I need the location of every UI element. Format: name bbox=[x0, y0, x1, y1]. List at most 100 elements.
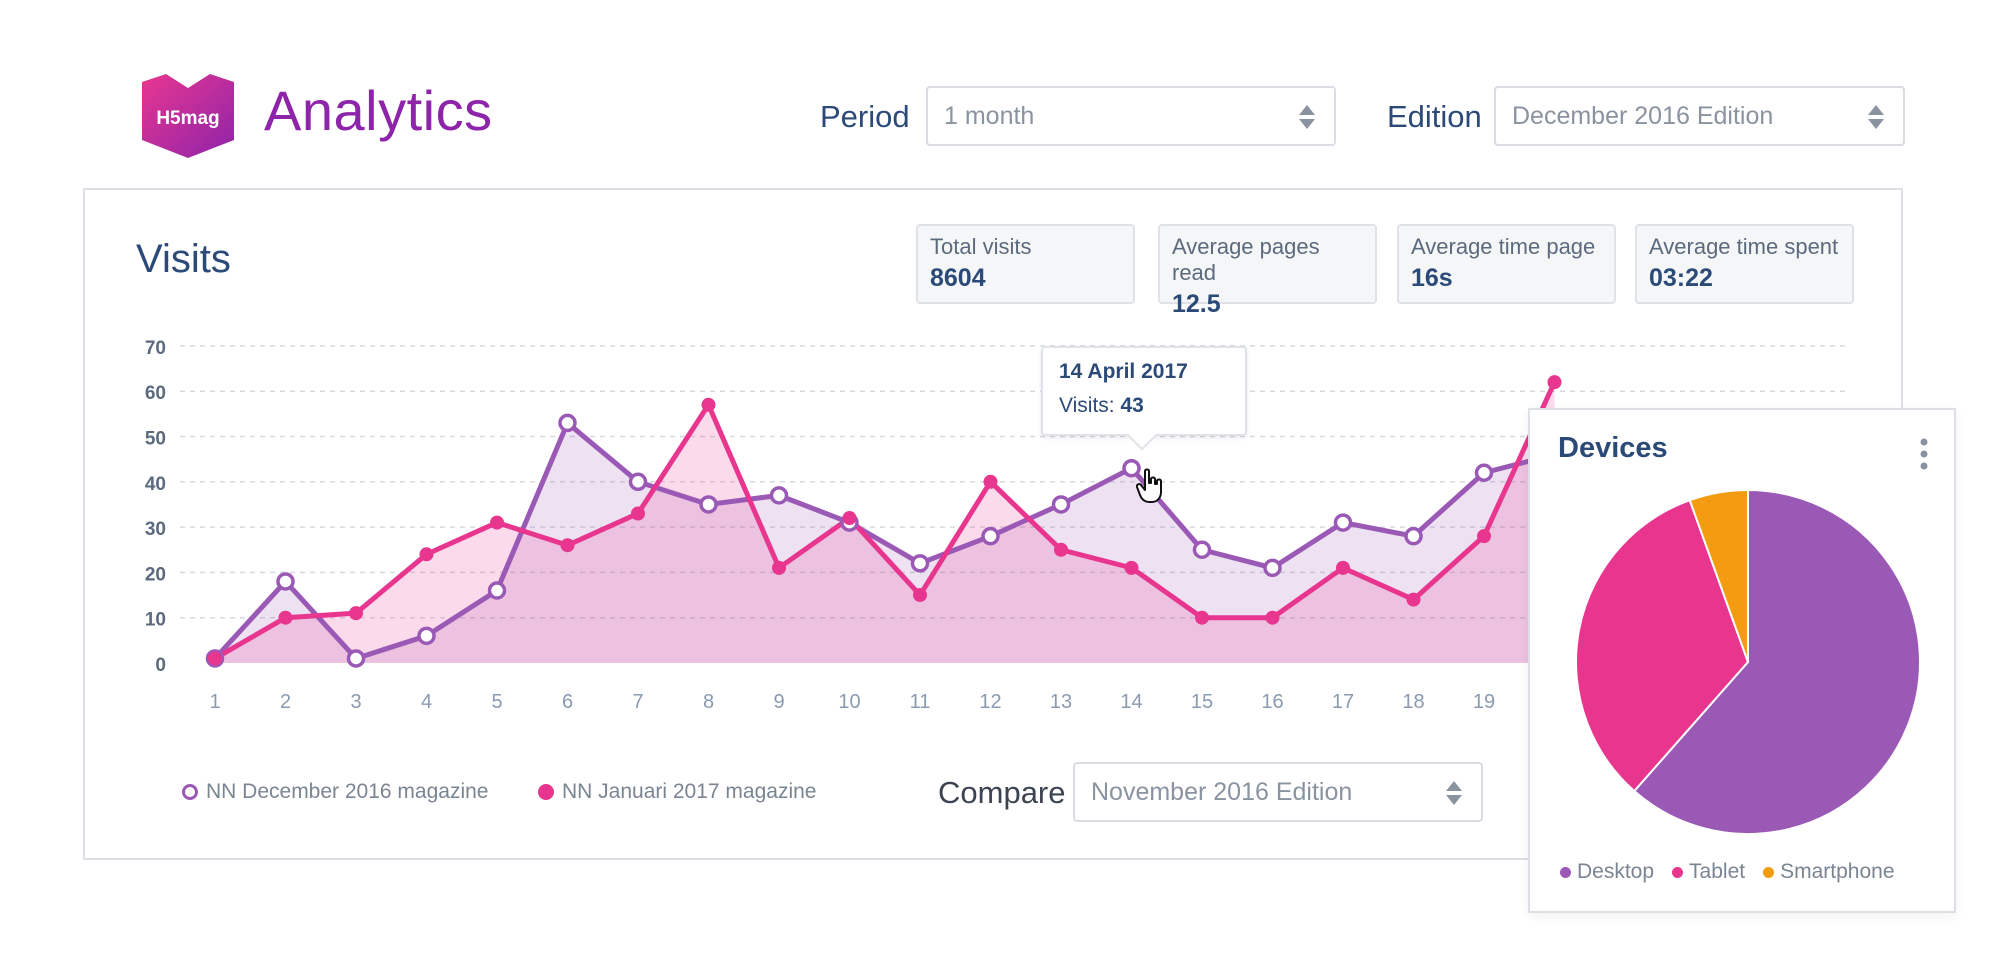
select-arrows-icon bbox=[1868, 105, 1884, 129]
x-tick-label: 19 bbox=[1473, 691, 1495, 713]
x-tick-label: 9 bbox=[773, 691, 784, 713]
legend-label: Smartphone bbox=[1780, 860, 1895, 883]
series-januari-line bbox=[213, 381, 1557, 661]
data-point bbox=[1054, 542, 1068, 557]
stat-value: 8604 bbox=[930, 264, 986, 292]
data-point bbox=[1122, 458, 1141, 478]
legend-series-december[interactable]: NN December 2016 magazine bbox=[182, 780, 488, 804]
more-options-icon[interactable] bbox=[1920, 438, 1928, 470]
legend-item-desktop[interactable]: Desktop bbox=[1560, 860, 1654, 884]
x-tick-label: 3 bbox=[350, 691, 361, 713]
stat-value: 03:22 bbox=[1649, 264, 1713, 292]
x-tick-label: 1 bbox=[209, 691, 220, 713]
series-december-line bbox=[213, 420, 1556, 661]
y-tick-label: 30 bbox=[145, 519, 166, 540]
stat-total-visits: Total visits 8604 bbox=[916, 224, 1135, 304]
data-point bbox=[349, 606, 363, 621]
devices-card: Devices Desktop Tablet Smartphone bbox=[1528, 408, 1956, 913]
data-point bbox=[278, 610, 293, 625]
data-point bbox=[631, 506, 645, 521]
tooltip-visits: Visits: 43 bbox=[1059, 394, 1229, 418]
tooltip-visits-value: 43 bbox=[1120, 394, 1144, 417]
compare-label: Compare bbox=[938, 775, 1066, 810]
data-point bbox=[558, 413, 577, 433]
data-point bbox=[1474, 463, 1494, 482]
select-arrows-icon bbox=[1299, 105, 1315, 129]
stat-average-time-page: Average time page 16s bbox=[1397, 224, 1616, 304]
tablet-swatch-icon bbox=[1672, 866, 1684, 878]
period-select[interactable]: 1 month bbox=[926, 86, 1336, 146]
devices-legend: Desktop Tablet Smartphone bbox=[1560, 860, 1895, 884]
x-tick-label: 8 bbox=[703, 691, 714, 713]
x-tick-label: 5 bbox=[491, 691, 502, 713]
y-tick-label: 70 bbox=[145, 338, 166, 359]
desktop-swatch-icon bbox=[1560, 866, 1571, 878]
data-point bbox=[1333, 513, 1353, 532]
x-tick-label: 12 bbox=[979, 691, 1001, 713]
y-tick-label: 60 bbox=[145, 383, 166, 404]
stat-label: Average time page bbox=[1411, 234, 1596, 259]
y-tick-label: 0 bbox=[155, 655, 166, 676]
y-tick-label: 40 bbox=[145, 474, 166, 495]
legend-series-januari[interactable]: NN Januari 2017 magazine bbox=[538, 780, 816, 804]
data-point bbox=[1265, 610, 1280, 625]
x-tick-label: 11 bbox=[910, 691, 931, 713]
select-arrows-icon bbox=[1446, 781, 1462, 805]
compare-value: November 2016 Edition bbox=[1091, 777, 1353, 806]
compare-select[interactable]: November 2016 Edition bbox=[1073, 762, 1483, 822]
legend-item-tablet[interactable]: Tablet bbox=[1672, 860, 1745, 884]
series-januari-area bbox=[215, 382, 1555, 663]
stat-average-pages-read: Average pages read 12.5 bbox=[1158, 224, 1377, 318]
chart-tooltip: 14 April 2017 Visits: 43 bbox=[1041, 346, 1247, 451]
pie-slice-desktop[interactable] bbox=[1632, 488, 1921, 835]
data-point bbox=[772, 560, 786, 575]
visits-title: Visits bbox=[136, 237, 231, 281]
stat-label: Average pages read bbox=[1172, 234, 1320, 285]
data-point bbox=[983, 474, 998, 489]
data-point bbox=[490, 515, 504, 530]
svg-text:H5mag: H5mag bbox=[156, 108, 219, 129]
data-point bbox=[699, 495, 718, 514]
data-point bbox=[910, 554, 930, 573]
tooltip-date: 14 April 2017 bbox=[1059, 360, 1188, 383]
edition-label: Edition bbox=[1387, 99, 1482, 134]
stat-label: Average time spent bbox=[1649, 234, 1839, 259]
stat-average-time-spent: Average time spent 03:22 bbox=[1635, 224, 1854, 304]
legend-label: NN December 2016 magazine bbox=[206, 780, 489, 803]
period-label: Period bbox=[820, 99, 910, 134]
pie-slice-smartphone[interactable] bbox=[1688, 488, 1749, 663]
x-tick-label: 6 bbox=[562, 691, 573, 713]
stat-label: Total visits bbox=[930, 234, 1032, 259]
legend-filled-dot-icon bbox=[538, 784, 554, 800]
pie-slice-tablet[interactable] bbox=[1575, 498, 1750, 793]
devices-pie-chart bbox=[1575, 488, 1921, 835]
data-point bbox=[1547, 375, 1562, 390]
data-point bbox=[701, 397, 716, 412]
smartphone-swatch-icon bbox=[1763, 866, 1775, 878]
y-tick-label: 20 bbox=[145, 564, 166, 585]
data-point bbox=[417, 626, 436, 646]
legend-item-smartphone[interactable]: Smartphone bbox=[1763, 860, 1895, 884]
data-point bbox=[276, 572, 295, 591]
period-value: 1 month bbox=[944, 101, 1035, 130]
tooltip-visits-label: Visits: bbox=[1059, 394, 1115, 417]
x-tick-label: 13 bbox=[1050, 691, 1072, 713]
data-point bbox=[1477, 529, 1491, 544]
x-tick-label: 4 bbox=[421, 691, 432, 713]
data-point bbox=[487, 581, 507, 600]
edition-select[interactable]: December 2016 Edition bbox=[1494, 86, 1905, 146]
data-point bbox=[1124, 560, 1139, 575]
data-point bbox=[419, 547, 434, 562]
y-tick-label: 10 bbox=[145, 610, 166, 631]
edition-value: December 2016 Edition bbox=[1512, 101, 1774, 130]
data-point bbox=[1404, 526, 1423, 546]
data-point bbox=[628, 472, 648, 492]
data-point bbox=[1406, 592, 1421, 607]
legend-label: Desktop bbox=[1577, 860, 1655, 883]
data-point bbox=[1336, 560, 1350, 575]
data-point bbox=[1051, 495, 1071, 514]
h5mag-logo: H5mag bbox=[142, 74, 234, 158]
data-point bbox=[842, 511, 857, 526]
data-point bbox=[1195, 610, 1209, 625]
x-tick-label: 7 bbox=[632, 691, 643, 713]
